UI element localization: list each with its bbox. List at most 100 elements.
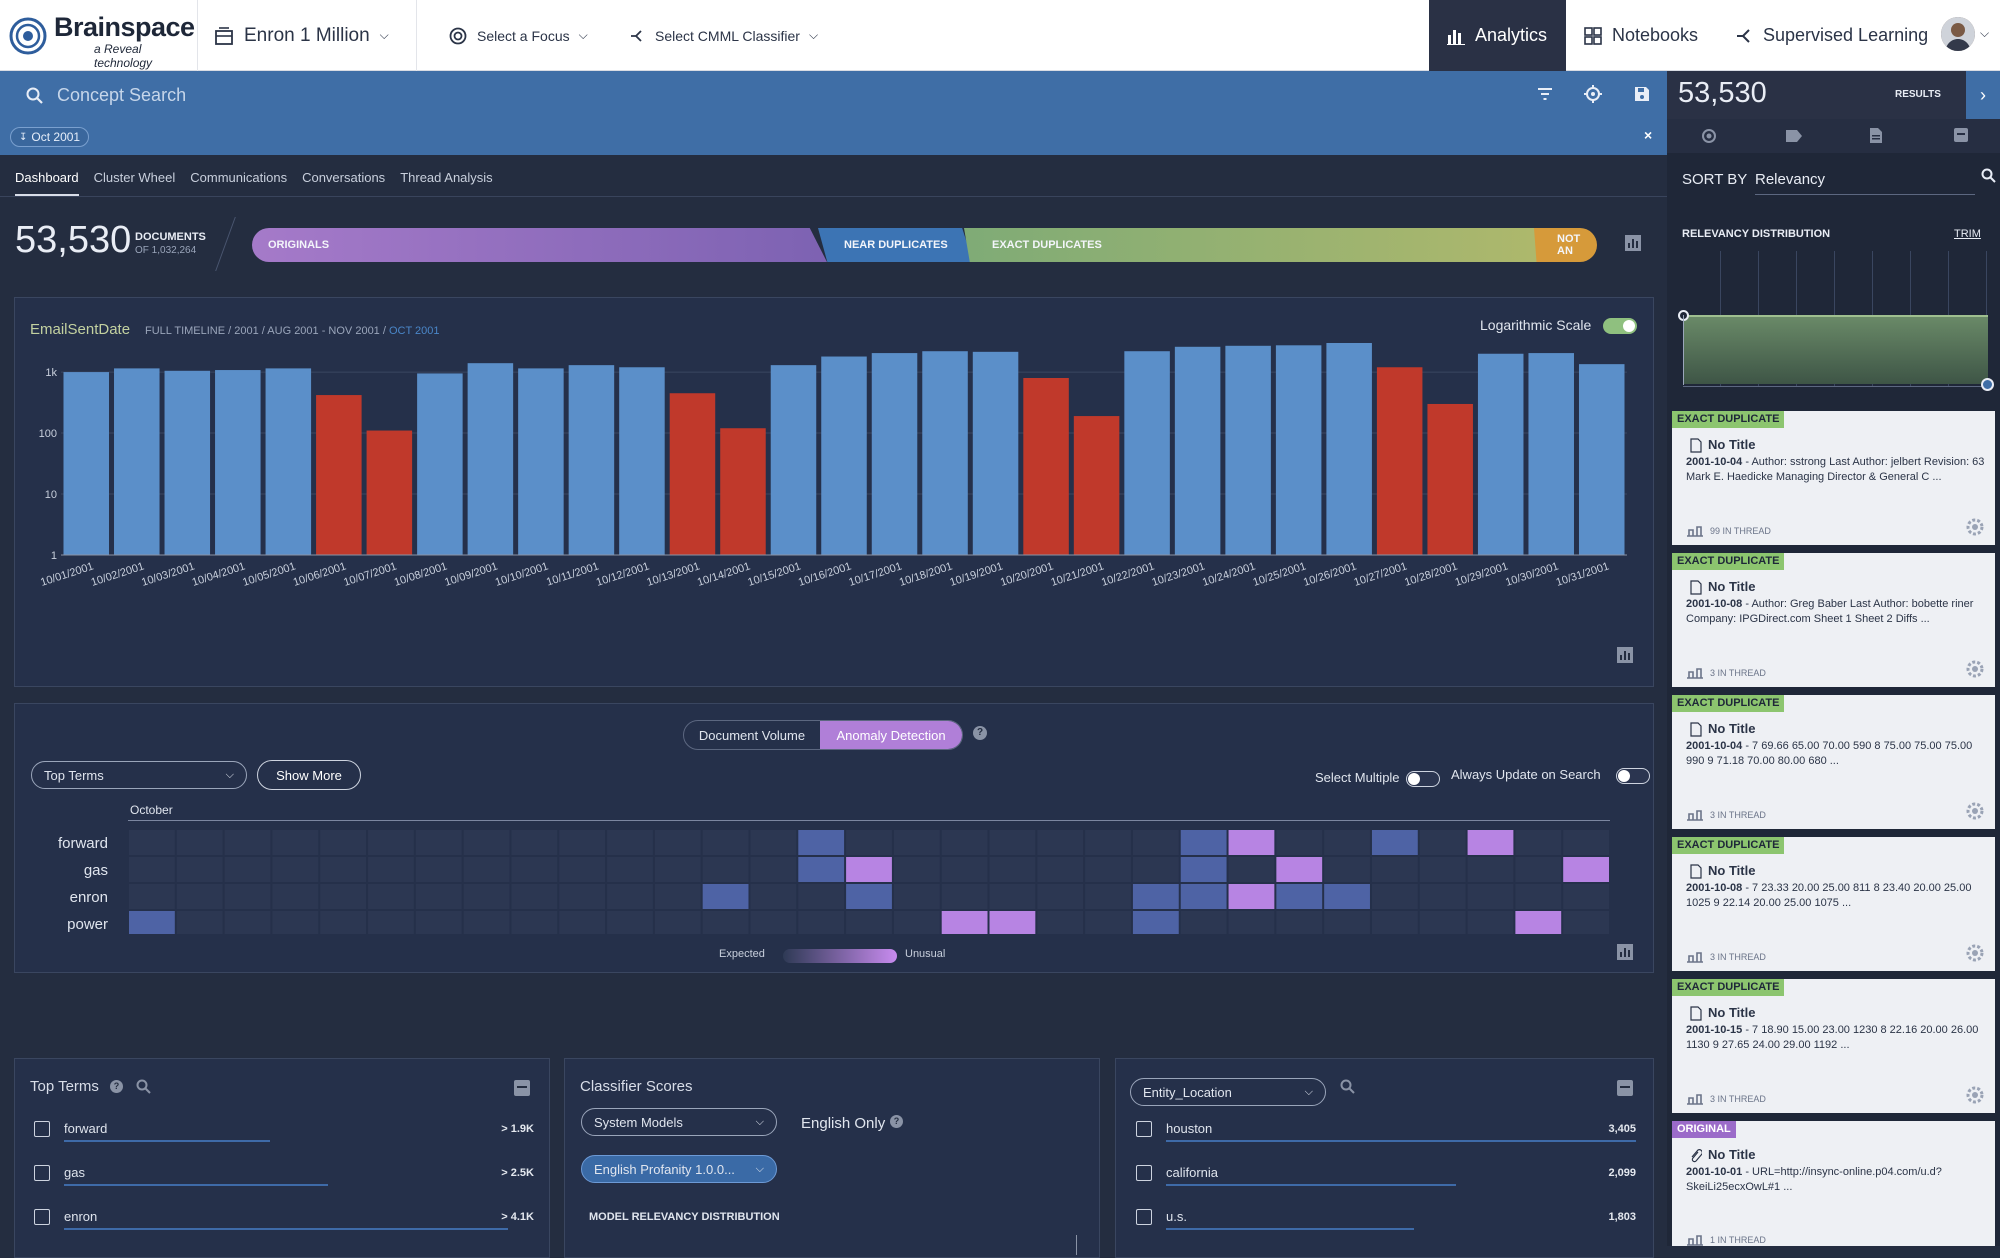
filter-chip[interactable]: ↧ Oct 2001 [10,127,90,147]
tab-dashboard[interactable]: Dashboard [15,167,79,196]
chart-type-icon[interactable] [1625,235,1641,251]
gear-icon[interactable] [1965,943,1985,963]
heatmap-cell[interactable] [989,911,1036,934]
heatmap-cell[interactable] [893,857,940,882]
log-scale-toggle[interactable] [1603,318,1637,334]
heatmap-cell[interactable] [415,884,462,909]
heatmap-cell[interactable] [1515,884,1562,909]
heatmap-cell[interactable] [1132,857,1179,882]
heatmap-cell[interactable] [224,884,271,909]
heatmap-cell[interactable] [1228,884,1275,909]
bar-10/15/2001[interactable] [770,365,817,555]
heatmap-cell[interactable] [176,884,223,909]
archive-icon[interactable] [1953,127,1969,143]
heatmap-cell[interactable] [1419,830,1466,855]
heatmap-cell[interactable] [272,830,319,855]
save-icon[interactable] [1634,86,1650,102]
heatmap-cell[interactable] [224,830,271,855]
heatmap-cell[interactable] [1324,911,1370,934]
heatmap-cell[interactable] [607,884,653,909]
gear-icon[interactable] [1965,659,1985,679]
heatmap-cell[interactable] [1180,884,1227,909]
trim-handle-right[interactable] [1981,378,1994,391]
term-checkbox[interactable] [34,1121,50,1137]
bar-10/29/2001[interactable] [1477,353,1524,555]
heatmap-cell[interactable] [1180,830,1227,855]
bar-10/09/2001[interactable] [467,363,514,555]
heatmap-cell[interactable] [607,830,653,855]
heatmap-cell[interactable] [559,884,606,909]
focus-selector[interactable]: Select a Focus ⌵ [448,0,588,71]
bar-10/17/2001[interactable] [871,353,918,555]
heatmap-cell[interactable] [129,857,175,882]
heatmap-cell[interactable] [1371,857,1418,882]
bar-10/21/2001[interactable] [1073,416,1120,555]
heatmap-cell[interactable] [272,884,319,909]
result-card[interactable]: EXACT DUPLICATE No Title 2001-10-15 - 7 … [1672,979,1995,1113]
bar-10/06/2001[interactable] [316,395,362,555]
thread-info[interactable]: 1 IN THREAD [1686,1234,1766,1246]
bar-10/23/2001[interactable] [1174,346,1221,555]
heatmap-cell[interactable] [1515,857,1562,882]
heatmap-cell[interactable] [1228,830,1275,855]
gear-icon[interactable] [1965,517,1985,537]
segment-not-analyzed[interactable]: NOT AN [1534,228,1597,262]
tab-conversations[interactable]: Conversations [302,170,386,185]
heatmap-cell[interactable] [368,857,414,882]
bar-10/26/2001[interactable] [1326,343,1372,555]
heatmap-cell[interactable] [798,911,845,934]
bar-10/27/2001[interactable] [1376,367,1423,555]
heatmap-cell[interactable] [320,830,367,855]
heatmap-cell[interactable] [1515,911,1562,934]
heatmap-cell[interactable] [463,911,510,934]
document-volume-button[interactable]: Document Volume [698,727,806,743]
heatmap-cell[interactable] [1515,830,1562,855]
chevron-right-icon[interactable]: › [1966,71,2000,119]
crumb-range[interactable]: AUG 2001 - NOV 2001 [267,325,380,337]
heatmap-cell[interactable] [463,857,510,882]
heatmap-cell[interactable] [654,911,701,934]
heatmap-cell[interactable] [702,884,749,909]
heatmap-cell[interactable] [320,911,367,934]
heatmap-cell[interactable] [654,857,701,882]
search-icon[interactable] [1981,168,1997,184]
heatmap-cell[interactable] [1324,830,1370,855]
heatmap-cell[interactable] [1467,857,1514,882]
bar-10/10/2001[interactable] [518,368,564,555]
heatmap-cell[interactable] [129,830,175,855]
trim-link[interactable]: TRIM [1954,228,1981,240]
heatmap-cell[interactable] [176,857,223,882]
bar-10/31/2001[interactable] [1578,364,1625,555]
term-checkbox[interactable] [34,1165,50,1181]
chart-type-icon[interactable] [1617,647,1633,663]
heatmap-cell[interactable] [176,830,223,855]
tag-icon[interactable] [1785,129,1803,143]
tab-analytics[interactable]: Analytics [1429,0,1566,71]
bar-10/28/2001[interactable] [1427,403,1473,555]
heatmap-cell[interactable] [893,830,940,855]
heatmap-cell[interactable] [1419,911,1466,934]
thread-info[interactable]: 3 IN THREAD [1686,667,1766,679]
heatmap-cell[interactable] [1085,830,1131,855]
bar-10/18/2001[interactable] [922,351,968,555]
bar-10/11/2001[interactable] [568,365,615,555]
gear-icon[interactable] [1965,1085,1985,1105]
heatmap-cell[interactable] [272,857,319,882]
thread-info[interactable]: 3 IN THREAD [1686,1093,1766,1105]
bar-10/07/2001[interactable] [366,430,413,555]
result-card[interactable]: EXACT DUPLICATE No Title 2001-10-04 - 7 … [1672,695,1995,829]
heatmap-cell[interactable] [1132,911,1179,934]
heatmap-cell[interactable] [1419,884,1466,909]
heatmap-cell[interactable] [511,911,558,934]
heatmap-cell[interactable] [559,911,606,934]
heatmap-cell[interactable] [1085,857,1131,882]
heatmap-cell[interactable] [989,884,1036,909]
search-icon[interactable] [1340,1079,1356,1095]
heatmap-cell[interactable] [654,884,701,909]
heatmap-cell[interactable] [702,911,749,934]
heatmap-cell[interactable] [224,911,271,934]
heatmap-cell[interactable] [511,830,558,855]
bar-10/22/2001[interactable] [1124,351,1170,555]
result-card[interactable]: EXACT DUPLICATE No Title 2001-10-08 - 7 … [1672,837,1995,971]
heatmap-cell[interactable] [989,857,1036,882]
